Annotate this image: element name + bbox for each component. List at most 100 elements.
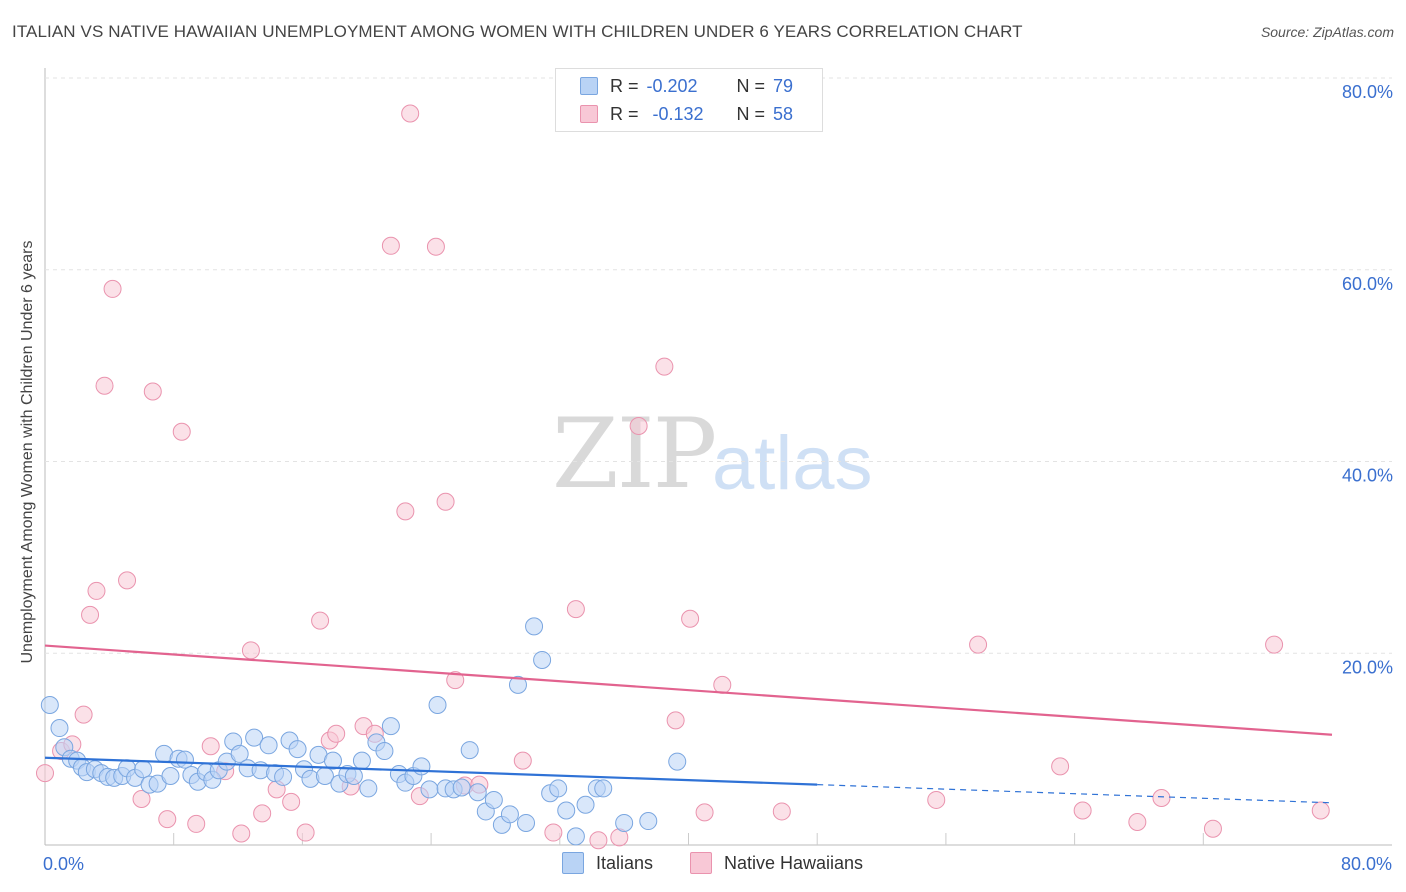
legend-r-label: R =: [610, 75, 639, 96]
point-native-hawaiians: [381, 236, 400, 255]
point-italians: [500, 805, 519, 824]
point-italians: [412, 757, 431, 776]
legend-n-label: N =: [736, 103, 766, 124]
point-native-hawaiians: [158, 810, 177, 829]
bottom-legend-label-italians: Italians: [596, 852, 654, 873]
point-native-hawaiians: [1152, 789, 1171, 808]
legend-r-label: R =: [610, 103, 639, 124]
trendline-native-hawaiians: [44, 644, 1333, 736]
watermark-zip: ZIP: [552, 398, 717, 510]
point-italians: [359, 779, 378, 798]
point-native-hawaiians: [666, 711, 685, 730]
legend-n-italians: 79: [773, 75, 794, 96]
watermark-atlas: atlas: [712, 421, 873, 506]
point-native-hawaiians: [253, 804, 272, 823]
source-credit: Source: ZipAtlas.com: [1260, 24, 1394, 40]
legend-r-hawaiians: -0.132: [652, 103, 704, 124]
point-italians: [50, 719, 69, 738]
point-italians: [615, 813, 634, 832]
point-native-hawaiians: [1073, 801, 1092, 820]
bottom-legend-swatch-italians: [562, 852, 584, 874]
point-italians: [230, 744, 249, 763]
point-native-hawaiians: [655, 357, 674, 376]
bottom-legend-italians: Italians: [562, 852, 653, 874]
point-italians: [344, 766, 363, 785]
point-native-hawaiians: [396, 502, 415, 521]
point-native-hawaiians: [282, 792, 301, 811]
point-native-hawaiians: [589, 831, 608, 850]
point-italians: [245, 728, 264, 747]
y-tick-label: 40.0%: [1342, 466, 1393, 486]
point-italians: [323, 751, 342, 770]
point-native-hawaiians: [232, 824, 251, 843]
point-native-hawaiians: [81, 605, 100, 624]
trendline-italians-extension: [817, 783, 1333, 804]
y-tick-label: 80.0%: [1342, 82, 1393, 102]
point-native-hawaiians: [143, 382, 162, 401]
point-italians: [40, 696, 59, 715]
point-native-hawaiians: [201, 737, 220, 756]
bottom-legend-hawaiians: Native Hawaiians: [690, 852, 863, 874]
point-native-hawaiians: [311, 611, 330, 630]
point-italians: [259, 736, 278, 755]
point-italians: [594, 779, 613, 798]
y-tick-label: 60.0%: [1342, 274, 1393, 294]
point-native-hawaiians: [95, 376, 114, 395]
point-italians: [533, 650, 552, 669]
point-italians: [420, 780, 439, 799]
bottom-legend-label-hawaiians: Native Hawaiians: [724, 852, 864, 873]
point-italians: [557, 801, 576, 820]
point-italians: [161, 766, 180, 785]
trendline-italians: [44, 756, 818, 786]
point-italians: [508, 675, 527, 694]
point-native-hawaiians: [1203, 819, 1222, 838]
point-italians: [175, 750, 194, 769]
point-italians: [134, 760, 153, 779]
point-native-hawaiians: [36, 764, 54, 783]
point-native-hawaiians: [681, 609, 700, 628]
point-native-hawaiians: [544, 823, 563, 842]
point-native-hawaiians: [1128, 812, 1147, 831]
point-italians: [468, 783, 487, 802]
point-native-hawaiians: [296, 823, 315, 842]
bottom-legend-swatch-hawaiians: [690, 852, 712, 874]
point-italians: [576, 795, 595, 814]
point-native-hawaiians: [1311, 801, 1330, 820]
legend-swatch-italians: [580, 77, 598, 95]
point-italians: [549, 779, 568, 798]
point-native-hawaiians: [927, 790, 946, 809]
legend-n-label: N =: [736, 75, 766, 96]
chart-title: ITALIAN VS NATIVE HAWAIIAN UNEMPLOYMENT …: [12, 22, 1023, 41]
point-native-hawaiians: [695, 803, 714, 822]
point-italians: [452, 778, 471, 797]
point-italians: [375, 742, 394, 761]
point-native-hawaiians: [327, 724, 346, 743]
point-native-hawaiians: [118, 571, 137, 590]
legend-row-hawaiians: R = -0.132 N = 58: [580, 103, 793, 125]
point-native-hawaiians: [241, 641, 260, 660]
point-native-hawaiians: [172, 422, 191, 441]
point-native-hawaiians: [103, 279, 122, 298]
point-native-hawaiians: [772, 802, 791, 821]
point-native-hawaiians: [713, 675, 732, 694]
point-italians: [301, 769, 320, 788]
legend-row-italians: R = -0.202 N = 79: [580, 75, 793, 97]
legend-swatch-hawaiians: [580, 105, 598, 123]
point-native-hawaiians: [566, 600, 585, 619]
point-native-hawaiians: [132, 789, 151, 808]
point-native-hawaiians: [187, 814, 206, 833]
point-italians: [639, 812, 658, 831]
legend-r-italians: -0.202: [646, 75, 698, 96]
point-native-hawaiians: [87, 581, 106, 600]
point-italians: [381, 717, 400, 736]
point-italians: [288, 740, 307, 759]
point-native-hawaiians: [1265, 635, 1284, 654]
y-tick-label: 20.0%: [1342, 657, 1393, 677]
point-italians: [566, 827, 585, 846]
point-italians: [525, 617, 544, 636]
point-native-hawaiians: [969, 635, 988, 654]
point-native-hawaiians: [436, 492, 455, 511]
point-italians: [274, 767, 293, 786]
point-italians: [668, 752, 687, 771]
